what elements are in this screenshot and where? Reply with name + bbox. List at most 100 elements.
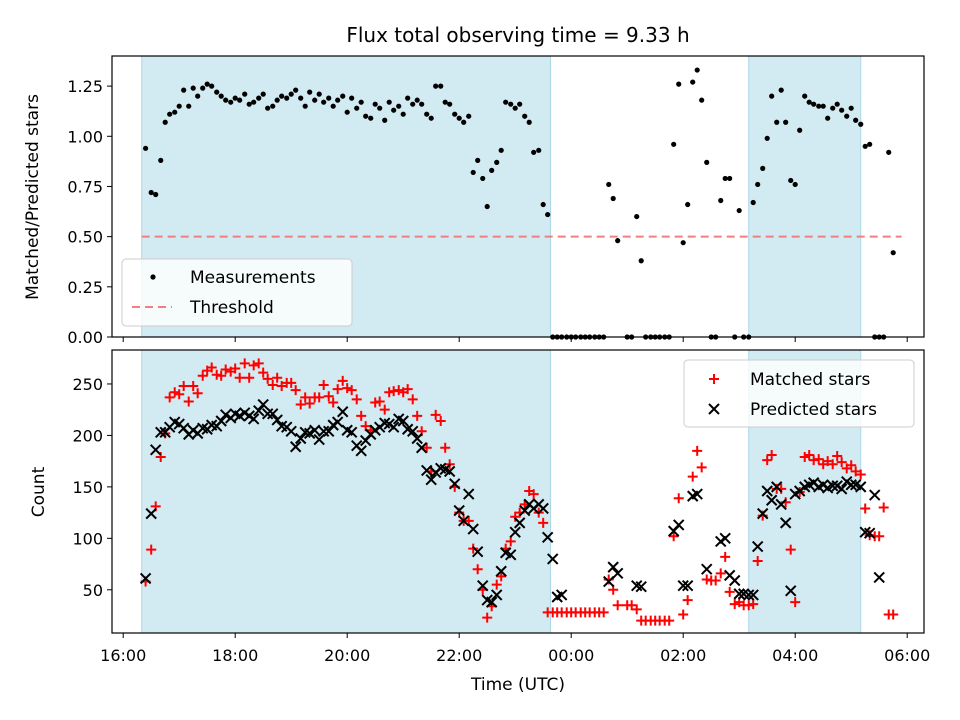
predicted-stars-point [331,416,344,428]
matched-stars-point [197,370,208,381]
measurement-point [634,213,640,220]
measurement-point [694,67,700,73]
matched-stars-point [430,409,441,420]
predicted-stars-point [681,579,694,592]
predicted-stars-point [257,398,269,411]
predicted-stars-point [425,473,437,486]
matched-stars-point [402,384,413,395]
matched-stars-point [370,397,381,408]
predicted-stars-point [155,426,167,439]
count-plot-frame [111,349,925,634]
matched-stars-point [146,544,157,555]
predicted-stars-point [555,589,568,601]
predicted-stars-point [775,498,787,511]
measurement-point [260,91,266,97]
measurement-point [811,101,817,107]
matched-stars-point [314,392,325,403]
predicted-stars-point [729,574,741,587]
matched-stars-point [762,455,773,466]
measurement-point [489,167,495,174]
predicted-stars-point [457,515,470,527]
measurement-point [886,149,892,155]
matched-stars-point [598,607,609,618]
predicted-stars-point [509,526,521,538]
matched-stars-point [318,379,329,390]
matched-stars-point [239,358,250,369]
measurement-point [680,240,686,246]
predicted-stars-point [303,427,316,440]
matched-stars-point [234,372,245,383]
measurement-point [162,119,168,125]
matched-stars-point [631,604,642,615]
measurement-point [526,119,532,125]
matched-stars-point [388,386,399,397]
matched-stars-point [724,586,735,597]
measurement-point [475,157,481,163]
predicted-stars-point [313,433,325,446]
matched-stars-point [272,372,283,383]
predicted-stars-point [267,408,279,420]
measurement-point [424,111,430,117]
matched-stars-point [874,531,885,542]
measurement-point [354,105,360,111]
predicted-stars-point [873,571,885,584]
measurement-point [830,105,836,111]
legend-label: Threshold [189,298,274,318]
measurement-point [251,99,257,105]
legend-measurement-marker [150,274,156,280]
predicted-stars-point [603,575,615,588]
measurement-point [858,121,864,127]
measurement-point [783,119,789,125]
measurement-point [190,85,196,91]
measurement-point [209,83,215,89]
count-y-axis-label: Count [29,466,49,517]
measurement-point [270,103,276,109]
measurement-point [760,165,766,171]
measurement-point [143,145,149,151]
ratio-plot-frame [111,55,925,338]
matched-stars-point [253,358,264,369]
predicted-stars-point [869,489,881,501]
matched-stars-point [785,544,796,555]
measurement-point [750,199,756,206]
measurement-point [699,97,705,103]
predicted-stars-point [513,517,526,529]
measurement-point [232,95,238,101]
predicted-stars-point [743,589,755,601]
matched-stars-point [379,404,390,415]
measurement-point [414,97,420,103]
measurement-point [293,87,299,93]
predicted-stars-point [407,425,419,438]
matched-stars-point [715,568,726,579]
measurement-point [522,113,528,119]
legend-label: Predicted stars [750,400,877,420]
ratio-legend: Measurements Threshold [121,258,353,327]
measurement-point [218,93,224,99]
measurement-point [237,97,243,103]
measurement-point [862,143,868,149]
predicted-stars-point [701,563,713,575]
matched-stars-point [356,410,367,421]
predicted-stars-point [145,507,157,520]
matched-stars-point [174,389,185,400]
matched-stars-point [538,517,549,528]
predicted-stars-point [537,502,549,515]
ratio-x-ticks [122,337,908,342]
legend-label: Measurements [190,268,316,288]
predicted-stars-point [607,561,619,573]
measurement-point [839,107,845,113]
matched-stars-point [192,388,203,399]
measurement-point [312,97,318,103]
measurement-point [340,93,346,99]
x-tick-label: 20:00 [324,646,370,665]
measurement-point [181,87,187,93]
ratio-y-axis-label: Matched/Predicted stars [23,94,43,300]
measurement-point [153,191,159,198]
measurements-series [143,67,896,340]
measurement-point [498,147,504,153]
measurement-point [419,101,425,107]
matched-stars-point [878,502,889,513]
measurement-point [671,141,677,147]
measurement-point [545,211,551,218]
matched-stars-point [729,599,740,610]
